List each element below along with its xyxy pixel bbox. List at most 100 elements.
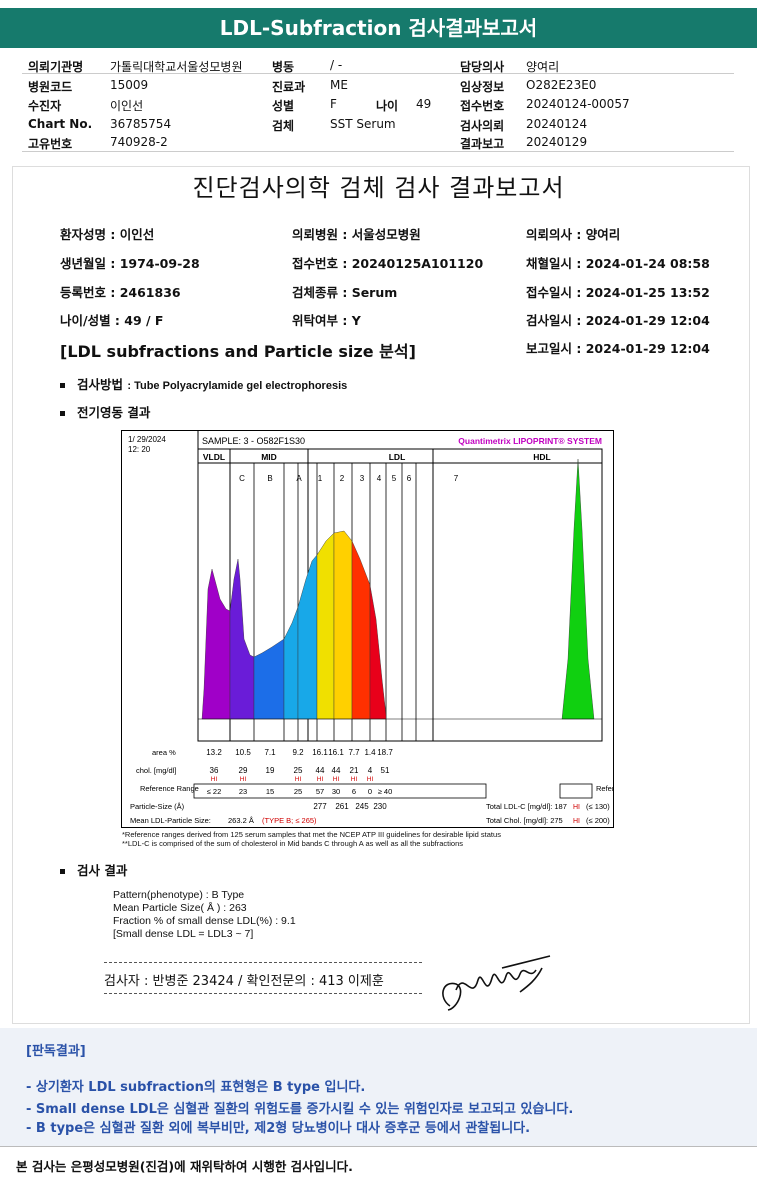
field-label: 나이 [376, 99, 399, 113]
total-chol-ref: (≤ 200) [586, 816, 610, 825]
field-value: 49 [416, 97, 432, 111]
electro-line: 전기영동 결과 [60, 402, 150, 421]
particle-size-value: 245 [355, 802, 369, 811]
area-value: 10.5 [235, 748, 251, 757]
hi-flag: HI [333, 776, 340, 783]
hi-flag: HI [317, 776, 324, 783]
ref-value: 57 [316, 787, 324, 796]
chol-value: 21 [350, 766, 359, 775]
result-fraction: Fraction % of small dense LDL(%) : 9.1 [113, 915, 296, 927]
ref-value: 30 [332, 787, 340, 796]
band-label: 5 [392, 474, 397, 483]
birth-date: 생년월일 : 1974-09-28 [60, 256, 200, 271]
chart-time: 12: 20 [128, 445, 151, 454]
band-c-area [229, 558, 255, 720]
chol-value: 44 [332, 766, 341, 775]
lipoprint-chart: 1/ 29/2024 12: 20 SAMPLE: 3 - O582F1S30 Qua… [121, 430, 614, 828]
test-time: 검사일시 : 2024-01-29 12:04 [526, 313, 710, 328]
plot-frame [197, 448, 603, 742]
band-2-area [333, 530, 353, 720]
area-value: 7.1 [264, 748, 276, 757]
band-1-area [316, 532, 335, 720]
signature-line: 검사자 : 반병준 23424 / 확인전문의 : 413 이제훈 [104, 974, 384, 989]
field-value: 740928-2 [110, 135, 168, 149]
field-label: 고유번호 [28, 137, 73, 151]
receipt-number: 접수번호 : 20240125A101120 [292, 256, 484, 271]
footer-note: 본 검사는 은평성모병원(진검)에 재위탁하여 시행한 검사입니다. [16, 1159, 353, 1174]
lab-report-title: 진단검사의학 검체 검사 결과보고서 [192, 174, 565, 202]
result-label: 검사 결과 [77, 863, 128, 878]
field-value: F [330, 97, 337, 111]
hi-flag: HI [240, 776, 247, 783]
result-mean-size: Mean Particle Size( Å ) : 263 [113, 902, 247, 914]
report-title: LDL-Subfraction 검사결과보고서 [219, 16, 538, 40]
chol-value: 25 [294, 766, 303, 775]
group-label-ldl: LDL [389, 452, 406, 462]
chart-brand: Quantimetrix LIPOPRINT® SYSTEM [458, 436, 602, 446]
field-value: SST Serum [330, 117, 396, 131]
band-label: 4 [377, 474, 382, 483]
field-label: 임상정보 [460, 80, 505, 94]
hdl-peak [561, 458, 595, 720]
chart-sample: SAMPLE: 3 - O582F1S30 [202, 436, 305, 446]
requesting-hospital: 의뢰병원 : 서울성모병원 [292, 227, 421, 242]
field-label: 결과보고 [460, 137, 505, 151]
mean-size-value: 263.2 Å [228, 816, 254, 825]
analysis-section-title: [LDL subfractions and Particle size 분석] [60, 342, 416, 361]
ref-value: 15 [266, 787, 274, 796]
area-value: 16.1 [328, 748, 344, 757]
band-label: C [239, 474, 245, 483]
interpretation-panel: [판독결과] - 상기환자 LDL subfraction의 표현형은 B ty… [0, 1028, 757, 1146]
ref-box-hdl [559, 783, 593, 799]
band-b-area [253, 638, 285, 720]
band-4-area [369, 584, 387, 720]
outsourced: 위탁여부 : Y [292, 313, 361, 328]
field-value: 가톨릭대학교서울성모병원 [110, 60, 243, 74]
chart-note-1: *Reference ranges derived from 125 serum… [122, 830, 501, 839]
area-value: 9.2 [292, 748, 304, 757]
band-label: 6 [407, 474, 412, 483]
electro-label: 전기영동 결과 [77, 405, 151, 420]
area-value: 16.1 [312, 748, 328, 757]
field-label: 접수번호 [460, 99, 505, 113]
report-title-bar: LDL-Subfraction 검사결과보고서 [0, 8, 757, 48]
field-value: 15009 [110, 78, 149, 92]
hi-flag: HI [295, 776, 302, 783]
field-value: / - [330, 58, 343, 72]
requesting-doctor: 의뢰의사 : 양여리 [526, 227, 621, 242]
band-label: 1 [318, 474, 323, 483]
chart-date: 1/ 29/2024 [128, 435, 166, 444]
registration-number: 등록번호 : 2461836 [60, 285, 181, 300]
group-label-mid: MID [261, 452, 277, 462]
chol-value: 44 [316, 766, 325, 775]
specimen-type: 검체종류 : Serum [292, 285, 398, 300]
area-value: 18.7 [377, 748, 393, 757]
age-sex: 나이/성별 : 49 / F [60, 313, 164, 328]
field-value: ME [330, 78, 348, 92]
hi-flag: HI [211, 776, 218, 783]
band-3-area [351, 540, 371, 720]
handwritten-signature [442, 955, 551, 1011]
field-label: 병원코드 [28, 80, 73, 94]
chol-value: 19 [266, 766, 275, 775]
field-label: Chart No. [28, 117, 93, 131]
method-line: 검사방법 : Tube Polyacrylamide gel electroph… [60, 374, 347, 393]
band-label: 2 [340, 474, 345, 483]
interpretation-line-1: - 상기환자 LDL subfraction의 표현형은 B type 입니다. [26, 1080, 366, 1095]
band-label: 3 [360, 474, 365, 483]
field-label: 담당의사 [460, 60, 505, 74]
area-value: 13.2 [206, 748, 222, 757]
mean-size-type: (TYPE B; ≤ 265) [262, 816, 317, 825]
field-value: 20240124-00057 [526, 97, 630, 111]
ref-row-label: Reference Range [140, 784, 199, 793]
field-value: 양여리 [526, 60, 560, 74]
field-label: 검체 [272, 119, 295, 133]
band-label: A [296, 474, 302, 483]
total-ldl-hi: HI [573, 804, 580, 811]
chol-value: 51 [381, 766, 390, 775]
ref-value: 25 [294, 787, 302, 796]
particle-size-value: 230 [373, 802, 387, 811]
ref-value: 23 [239, 787, 247, 796]
field-value: 36785754 [110, 117, 172, 131]
